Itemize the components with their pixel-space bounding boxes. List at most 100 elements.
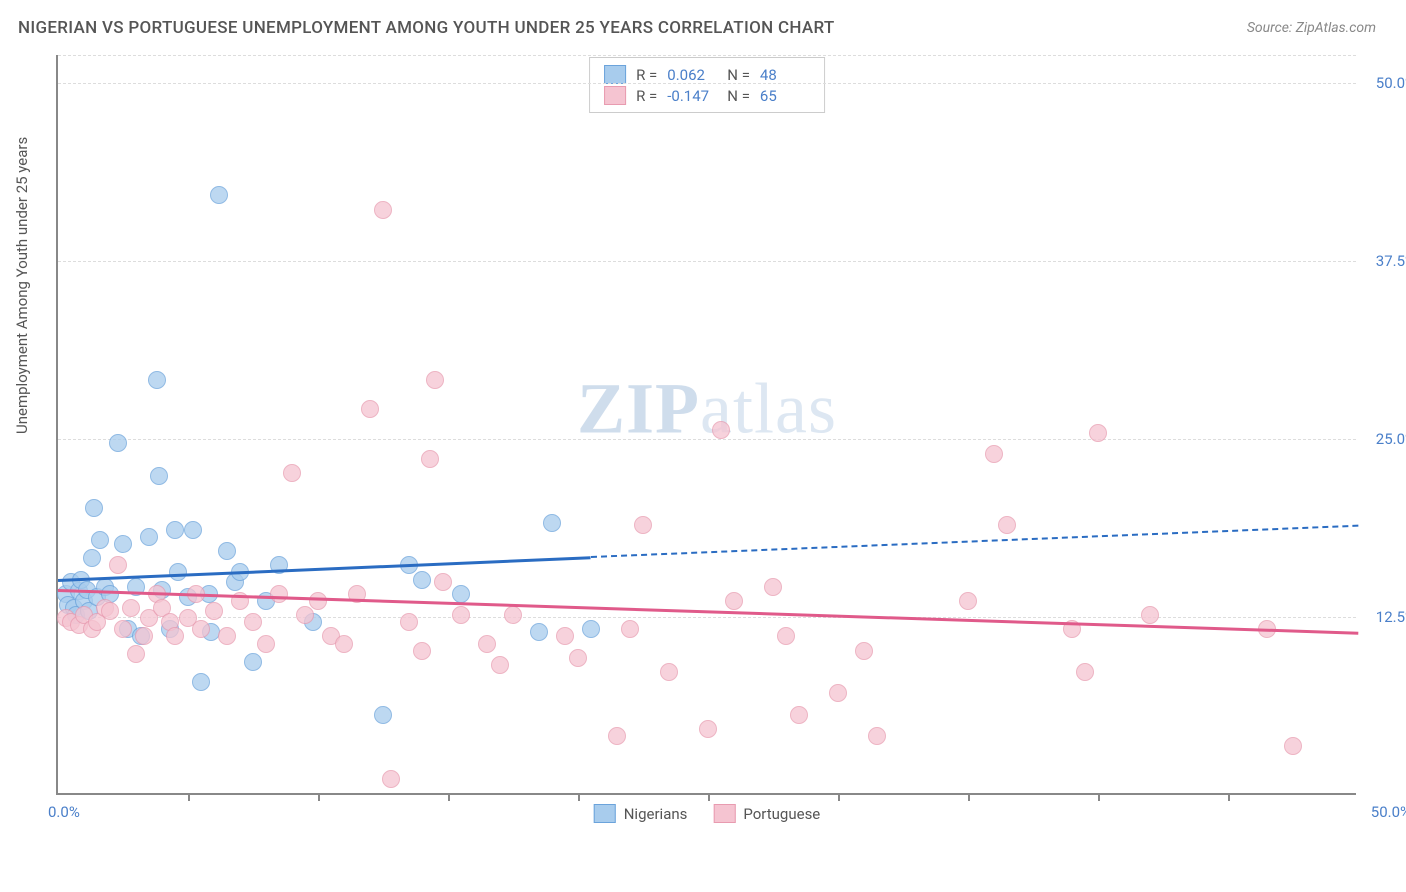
legend-corr-row: R = -0.147 N = 65: [604, 85, 810, 106]
legend-n-value: 48: [760, 66, 810, 84]
data-point: [434, 573, 452, 591]
data-point: [582, 620, 600, 638]
data-point: [184, 521, 202, 539]
y-tick-label: 50.0%: [1376, 74, 1406, 92]
legend-n-label: N =: [727, 87, 750, 105]
x-tick: [188, 793, 190, 801]
data-point: [764, 578, 782, 596]
data-point: [985, 445, 1003, 463]
data-point: [1284, 737, 1302, 755]
data-point: [296, 606, 314, 624]
data-point: [530, 623, 548, 641]
data-point: [777, 627, 795, 645]
legend-r-label: R =: [636, 66, 657, 84]
data-point: [218, 627, 236, 645]
data-point: [1141, 606, 1159, 624]
data-point: [374, 201, 392, 219]
data-point: [374, 706, 392, 724]
x-tick: [1228, 793, 1230, 801]
data-point: [91, 531, 109, 549]
data-point: [335, 635, 353, 653]
legend-r-label: R =: [636, 87, 657, 105]
x-tick: [838, 793, 840, 801]
data-point: [361, 400, 379, 418]
data-point: [621, 620, 639, 638]
data-point: [556, 627, 574, 645]
data-point: [101, 602, 119, 620]
data-point: [504, 606, 522, 624]
data-point: [283, 464, 301, 482]
trend-line-dashed: [591, 525, 1358, 558]
data-point: [122, 599, 140, 617]
gridline: [58, 83, 1356, 84]
y-tick-label: 25.0%: [1376, 430, 1406, 448]
data-point: [257, 635, 275, 653]
data-point: [829, 684, 847, 702]
data-point: [244, 613, 262, 631]
data-point: [150, 467, 168, 485]
data-point: [452, 585, 470, 603]
data-point: [491, 656, 509, 674]
data-point: [114, 535, 132, 553]
data-point: [166, 627, 184, 645]
data-point: [210, 186, 228, 204]
plot-area: ZIPatlas 0.0% 50.0% R = 0.062 N = 48R = …: [56, 55, 1356, 795]
data-point: [699, 720, 717, 738]
data-point: [569, 649, 587, 667]
data-point: [148, 371, 166, 389]
data-point: [114, 620, 132, 638]
legend-series-item: Nigerians: [594, 804, 688, 823]
data-point: [83, 549, 101, 567]
data-point: [608, 727, 626, 745]
data-point: [382, 770, 400, 788]
x-tick: [318, 793, 320, 801]
data-point: [725, 592, 743, 610]
data-point: [166, 521, 184, 539]
legend-corr-row: R = 0.062 N = 48: [604, 64, 810, 85]
x-tick: [1098, 793, 1100, 801]
data-point: [959, 592, 977, 610]
legend-swatch: [713, 804, 735, 823]
trend-line: [58, 556, 591, 581]
x-tick: [708, 793, 710, 801]
data-point: [855, 642, 873, 660]
legend-series-name: Portuguese: [743, 805, 820, 823]
data-point: [244, 653, 262, 671]
data-point: [790, 706, 808, 724]
data-point: [1089, 424, 1107, 442]
x-axis-min-label: 0.0%: [48, 803, 80, 821]
y-axis-label: Unemployment Among Youth under 25 years: [13, 137, 31, 434]
y-tick-label: 37.5%: [1376, 252, 1406, 270]
data-point: [478, 635, 496, 653]
legend-swatch: [604, 86, 626, 105]
data-point: [543, 514, 561, 532]
data-point: [85, 499, 103, 517]
legend-n-value: 65: [760, 87, 810, 105]
data-point: [426, 371, 444, 389]
legend-series: Nigerians Portuguese: [594, 804, 821, 823]
x-tick: [448, 793, 450, 801]
gridline: [58, 261, 1356, 262]
data-point: [712, 421, 730, 439]
legend-n-label: N =: [727, 66, 750, 84]
data-point: [413, 642, 431, 660]
source-label: Source: ZipAtlas.com: [1247, 20, 1376, 36]
data-point: [868, 727, 886, 745]
data-point: [400, 613, 418, 631]
data-point: [127, 645, 145, 663]
data-point: [413, 571, 431, 589]
data-point: [452, 606, 470, 624]
data-point: [192, 620, 210, 638]
data-point: [660, 663, 678, 681]
data-point: [205, 602, 223, 620]
gridline: [58, 439, 1356, 440]
data-point: [135, 627, 153, 645]
legend-series-name: Nigerians: [624, 805, 688, 823]
data-point: [109, 434, 127, 452]
legend-swatch: [594, 804, 616, 823]
legend-series-item: Portuguese: [713, 804, 820, 823]
data-point: [140, 528, 158, 546]
data-point: [218, 542, 236, 560]
gridline: [58, 55, 1356, 56]
data-point: [169, 563, 187, 581]
